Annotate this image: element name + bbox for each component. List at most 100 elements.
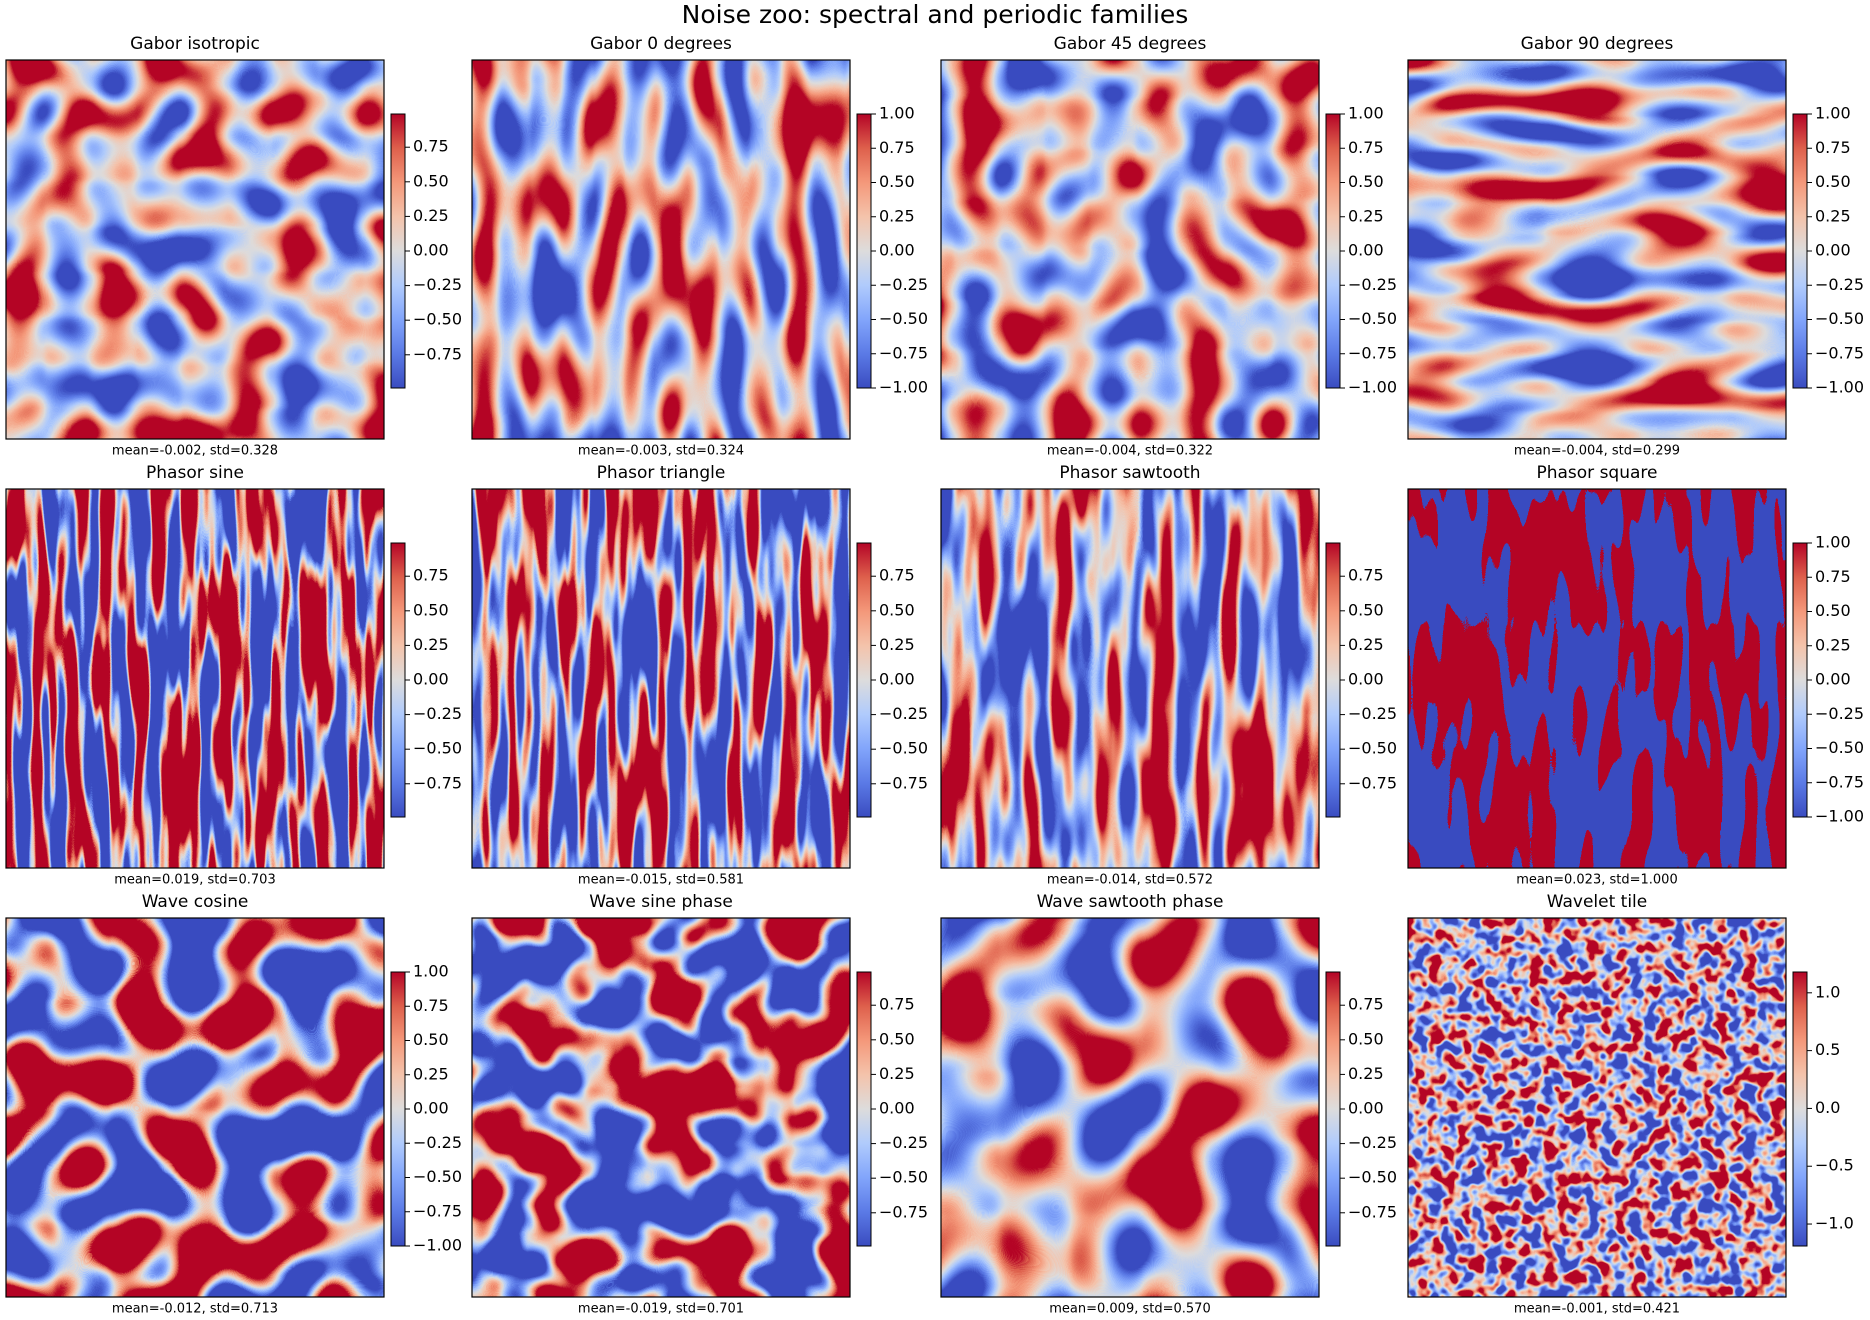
panel-xlabel: mean=-0.003, std=0.324 [578, 444, 744, 459]
colorbar-tick-label: −0.75 [413, 344, 462, 363]
colorbar-tick-label: 0.25 [1815, 635, 1851, 654]
colorbar-tick-label: 1.0 [1815, 982, 1840, 1001]
heatmap-image [941, 60, 1319, 439]
colorbar-tick-label: 1.00 [413, 962, 449, 981]
panel-xlabel: mean=0.009, std=0.570 [1049, 1302, 1210, 1317]
panel-xlabel: mean=-0.004, std=0.322 [1047, 444, 1213, 459]
colorbar-tick-label: 0.25 [1348, 206, 1384, 225]
colorbar-tick-label: −1.00 [1815, 378, 1864, 397]
colorbar-tick-label: −0.25 [413, 704, 462, 723]
panel-title: Gabor 90 degrees [1521, 34, 1674, 54]
colorbar-tick-label: −0.75 [1815, 343, 1864, 362]
heatmap-image [6, 489, 384, 868]
panel-xlabel: mean=-0.019, std=0.701 [578, 1302, 744, 1317]
colorbar-tick-label: −1.00 [1348, 378, 1397, 397]
colorbar-tick-label: −0.25 [1348, 704, 1397, 723]
colorbar-tick-label: −0.50 [413, 310, 462, 329]
colorbar-tick-label: 0.25 [1348, 635, 1384, 654]
colorbar-tick-label: 0.75 [413, 137, 449, 156]
colorbar-tick-label: −0.25 [413, 275, 462, 294]
colorbar-tick-label: 0.50 [879, 1029, 915, 1048]
panel-xlabel: mean=-0.012, std=0.713 [112, 1302, 278, 1317]
heatmap-image [941, 489, 1319, 868]
colorbar-tick-label: 0.25 [879, 1064, 915, 1083]
colorbar [390, 113, 406, 389]
heatmap-frame [5, 59, 385, 440]
colorbar-tick-label: 0.00 [1348, 670, 1384, 689]
panel-title: Gabor 0 degrees [590, 34, 732, 54]
heatmap-image [1408, 489, 1786, 868]
colorbar-tick-label: −0.75 [413, 1201, 462, 1220]
panel-title: Wave sawtooth phase [1037, 892, 1224, 912]
panel-title: Gabor 45 degrees [1054, 34, 1207, 54]
heatmap-frame [1407, 59, 1787, 440]
colorbar-tick-label: 0.00 [879, 670, 915, 689]
heatmap-frame [940, 917, 1320, 1298]
colorbar [390, 542, 406, 818]
colorbar-tick-label: 0.00 [413, 1099, 449, 1118]
heatmap-frame [5, 917, 385, 1298]
colorbar [1792, 971, 1808, 1247]
heatmap-image [941, 918, 1319, 1297]
colorbar-tick-label: 0.75 [879, 138, 915, 157]
heatmap-frame [940, 59, 1320, 440]
colorbar-tick-label: 0.50 [1348, 1029, 1384, 1048]
panel-title: Phasor sawtooth [1059, 463, 1200, 483]
colorbar [856, 113, 872, 389]
panel-title: Wave sine phase [589, 892, 733, 912]
colorbar-tick-label: −0.50 [1815, 738, 1864, 757]
colorbar-tick-label: 0.00 [1815, 670, 1851, 689]
colorbar-tick-label: −0.25 [1815, 275, 1864, 294]
colorbar-tick-label: −0.50 [1348, 739, 1397, 758]
colorbar-tick-label: −0.25 [1348, 275, 1397, 294]
colorbar-tick-label: 0.75 [413, 996, 449, 1015]
colorbar-tick-label: 0.5 [1815, 1040, 1840, 1059]
colorbar-tick-label: −0.25 [1815, 704, 1864, 723]
panel-xlabel: mean=-0.015, std=0.581 [578, 873, 744, 888]
panel-xlabel: mean=0.023, std=1.000 [1516, 873, 1677, 888]
heatmap-frame [471, 59, 851, 440]
colorbar-tick-label: −0.75 [879, 343, 928, 362]
colorbar-tick-label: 0.25 [413, 635, 449, 654]
colorbar-tick-label: −0.75 [1348, 773, 1397, 792]
colorbar-tick-label: 0.00 [1348, 241, 1384, 260]
colorbar-tick-label: 0.00 [413, 670, 449, 689]
colorbar-tick-label: 1.00 [1815, 533, 1851, 552]
figure-title: Noise zoo: spectral and periodic familie… [682, 0, 1189, 29]
colorbar-tick-label: 0.50 [879, 600, 915, 619]
colorbar-tick-label: 0.00 [1348, 1099, 1384, 1118]
heatmap-frame [940, 488, 1320, 869]
colorbar [1792, 113, 1808, 389]
colorbar-tick-label: 0.25 [413, 1064, 449, 1083]
colorbar-tick-label: −1.0 [1815, 1214, 1854, 1233]
colorbar-tick-label: 0.75 [413, 566, 449, 585]
colorbar-tick-label: −0.5 [1815, 1156, 1854, 1175]
heatmap-frame [5, 488, 385, 869]
heatmap-image [1408, 60, 1786, 439]
colorbar-tick-label: −0.75 [1348, 343, 1397, 362]
colorbar-tick-label: −0.75 [1815, 772, 1864, 791]
panel-xlabel: mean=-0.001, std=0.421 [1514, 1302, 1680, 1317]
colorbar-tick-label: −0.50 [413, 739, 462, 758]
heatmap-image [6, 918, 384, 1297]
panel-xlabel: mean=-0.004, std=0.299 [1514, 444, 1680, 459]
panel-xlabel: mean=-0.014, std=0.572 [1047, 873, 1213, 888]
colorbar-tick-label: 0.25 [413, 206, 449, 225]
colorbar-tick-label: −0.50 [1815, 309, 1864, 328]
colorbar-tick-label: 1.00 [1815, 104, 1851, 123]
heatmap-frame [471, 488, 851, 869]
colorbar-tick-label: 0.75 [1348, 138, 1384, 157]
heatmap-frame [1407, 488, 1787, 869]
colorbar-tick-label: −0.50 [879, 1168, 928, 1187]
heatmap-frame [1407, 917, 1787, 1298]
colorbar-tick-label: 0.75 [1348, 566, 1384, 585]
colorbar-tick-label: 0.50 [413, 1030, 449, 1049]
colorbar-tick-label: −0.75 [1348, 1202, 1397, 1221]
panel-title: Phasor square [1536, 463, 1657, 483]
colorbar-tick-label: 0.75 [1815, 567, 1851, 586]
colorbar-tick-label: 0.75 [1815, 138, 1851, 157]
colorbar-tick-label: 0.0 [1815, 1098, 1840, 1117]
colorbar-tick-label: −1.00 [413, 1236, 462, 1255]
colorbar-tick-label: 0.00 [879, 1099, 915, 1118]
